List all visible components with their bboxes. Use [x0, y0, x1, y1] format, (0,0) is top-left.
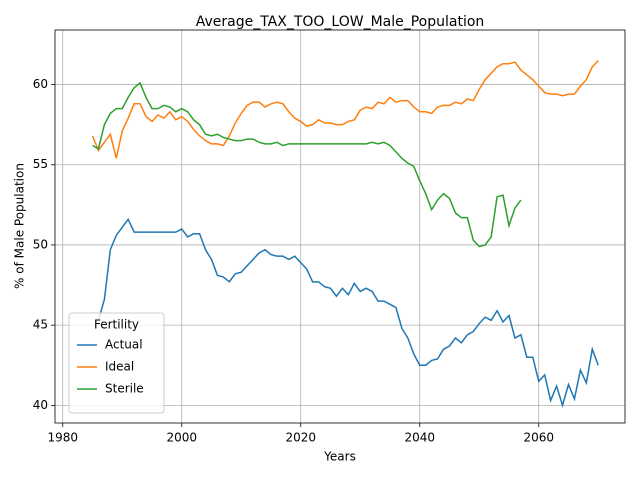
- legend: Fertility Actual Ideal Sterile: [68, 312, 165, 414]
- x-tick-label: 2040: [404, 431, 435, 445]
- x-tick-label: 2060: [523, 431, 554, 445]
- series-line: [91, 59, 599, 159]
- plot-frame: [54, 29, 626, 424]
- series-line: [92, 81, 522, 248]
- x-axis-label: Years: [323, 450, 356, 464]
- y-tick-label: 45: [33, 318, 48, 332]
- y-axis-label: % of Male Population: [13, 163, 27, 289]
- chart-title: Average_TAX_TOO_LOW_Male_Population: [196, 14, 485, 30]
- y-tick-label: 40: [33, 398, 48, 412]
- legend-label: Sterile: [105, 382, 144, 396]
- legend-label: Ideal: [105, 360, 134, 374]
- legend-label: Actual: [105, 338, 143, 352]
- x-tick-label: 1980: [47, 431, 78, 445]
- legend-title: Fertility: [94, 318, 139, 332]
- x-tick-label: 2000: [166, 431, 197, 445]
- legend-box: [68, 312, 165, 414]
- y-tick-label: 55: [33, 157, 48, 171]
- x-tick-label: 2020: [285, 431, 316, 445]
- y-tick-label: 50: [33, 237, 48, 251]
- y-tick-label: 60: [33, 77, 48, 91]
- series-line: [97, 217, 599, 408]
